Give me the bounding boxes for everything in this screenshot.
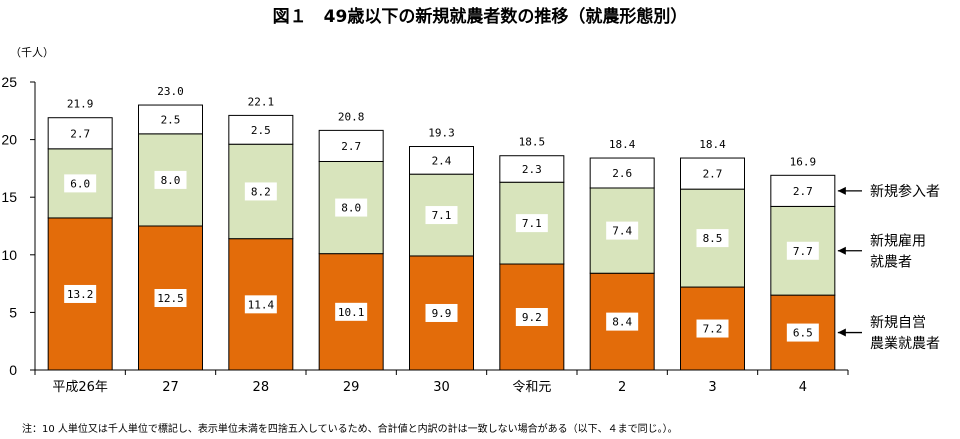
footnote: 注：10 人単位又は千人単位で標記し、表示単位未満を四捨五入しているため、合計値… — [22, 422, 678, 435]
y-tick-label: 15 — [1, 189, 17, 205]
value-label: 2.7 — [341, 140, 361, 153]
value-label: 8.5 — [703, 232, 723, 245]
value-label: 8.2 — [251, 185, 271, 198]
value-label: 13.2 — [67, 288, 94, 301]
x-tick-label: 30 — [433, 380, 450, 395]
y-tick-label: 0 — [9, 362, 17, 378]
bar-segment — [770, 174, 836, 207]
value-label: 7.7 — [793, 245, 813, 258]
legend-arrow-head — [837, 328, 846, 337]
total-label: 18.4 — [699, 138, 726, 151]
value-label-box — [335, 198, 368, 217]
total-label: 18.5 — [519, 136, 546, 149]
value-label: 2.3 — [522, 163, 542, 176]
value-label: 2.6 — [612, 167, 632, 180]
value-label-box — [244, 120, 277, 139]
value-label: 8.0 — [161, 174, 181, 187]
value-label-box — [696, 164, 729, 183]
value-label-box — [786, 323, 819, 342]
total-label: 22.1 — [248, 95, 275, 108]
total-label: 20.8 — [338, 110, 365, 123]
value-label-box — [606, 221, 639, 240]
x-tick-label: 3 — [708, 380, 716, 395]
total-label: 23.0 — [157, 85, 184, 98]
y-tick-label: 25 — [1, 74, 17, 90]
value-label-box — [335, 136, 368, 155]
x-tick-label: 28 — [253, 380, 270, 395]
x-tick-label: 4 — [799, 380, 807, 395]
x-tick-label: 令和元 — [512, 380, 551, 395]
value-label-box — [64, 174, 97, 193]
legend-label: 農業就農者 — [870, 336, 940, 352]
y-tick-label: 20 — [1, 132, 17, 148]
value-label: 6.5 — [793, 327, 813, 340]
value-label-box — [425, 303, 458, 322]
value-label-box — [786, 241, 819, 260]
value-label: 9.2 — [522, 311, 542, 324]
value-label-box — [515, 214, 548, 233]
value-label: 6.0 — [70, 177, 90, 190]
legend-arrow-head — [837, 186, 846, 195]
value-label-box — [425, 206, 458, 225]
x-tick-label: 27 — [162, 380, 179, 395]
value-label-box — [64, 284, 97, 303]
value-label: 7.1 — [432, 209, 452, 222]
y-tick-label: 10 — [1, 247, 17, 263]
value-label: 2.7 — [70, 127, 90, 140]
total-label: 16.9 — [790, 155, 817, 168]
value-label-box — [154, 110, 187, 129]
value-label: 2.5 — [251, 124, 271, 137]
value-label-box — [606, 312, 639, 331]
value-label: 12.5 — [157, 292, 184, 305]
x-tick-label: 平成26年 — [52, 380, 108, 395]
bars: 13.2 6.0 2.7 21.9 平成26年 12.5 8.0 2.5 23.0 27 11.4 8… — [47, 85, 836, 395]
chart-title: 図１ 49歳以下の新規就農者数の推移（就農形態別） — [273, 6, 688, 27]
value-label-box — [244, 182, 277, 201]
total-label: 21.9 — [67, 98, 94, 111]
value-label-box — [696, 229, 729, 248]
value-label-box — [64, 124, 97, 143]
value-label: 2.7 — [703, 168, 723, 181]
value-label: 7.1 — [522, 217, 542, 230]
value-label: 2.4 — [432, 154, 452, 167]
total-label: 19.3 — [428, 127, 455, 140]
value-label: 9.9 — [432, 307, 452, 320]
legend-label: 新規雇用 — [870, 232, 926, 249]
legend-arrow-head — [837, 246, 846, 255]
value-label-box — [244, 295, 277, 314]
y-unit-label: （千人） — [10, 46, 54, 59]
value-label: 11.4 — [248, 298, 275, 311]
legend-label: 新規自営 — [870, 315, 926, 331]
value-label-box — [154, 289, 187, 307]
value-label-box — [335, 302, 368, 321]
value-label-box — [425, 151, 458, 170]
value-label: 2.7 — [793, 185, 813, 198]
total-label: 18.4 — [609, 138, 636, 151]
value-label: 10.1 — [338, 306, 365, 319]
value-label: 8.4 — [612, 316, 632, 329]
value-label: 7.4 — [612, 225, 632, 238]
legend-label: 新規参入者 — [870, 183, 940, 200]
value-label: 8.0 — [341, 202, 361, 215]
value-label-box — [515, 308, 548, 327]
value-label-box — [154, 170, 187, 189]
value-label: 2.5 — [161, 113, 181, 126]
legend-label: 就農者 — [870, 254, 912, 270]
value-label-box — [515, 159, 548, 178]
x-tick-label: 2 — [618, 380, 626, 395]
value-label-box — [696, 319, 729, 338]
value-label-box — [786, 181, 819, 200]
x-tick-label: 29 — [343, 380, 360, 395]
y-tick-label: 5 — [9, 304, 17, 320]
value-label: 7.2 — [703, 323, 723, 336]
value-label-box — [606, 164, 639, 183]
